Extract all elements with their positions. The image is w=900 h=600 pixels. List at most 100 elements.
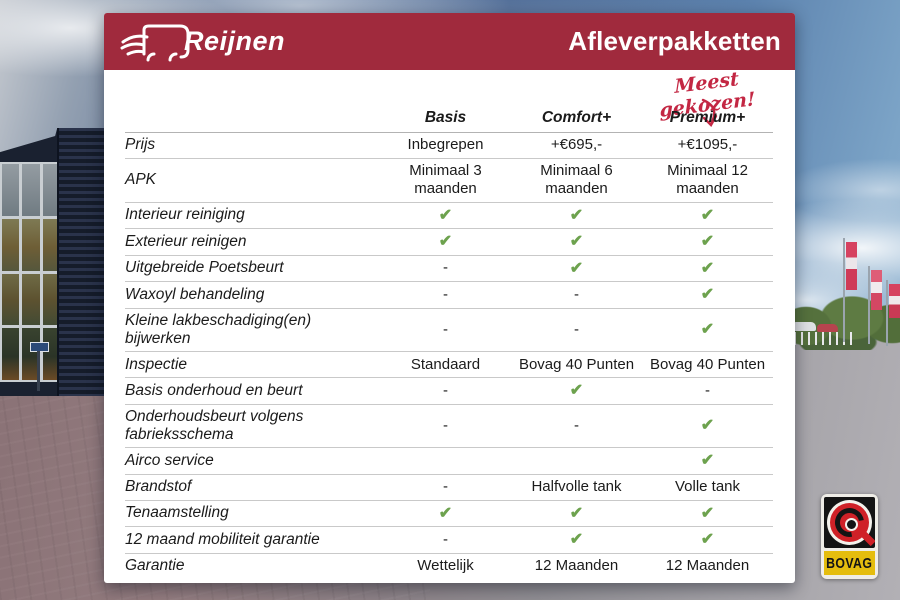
building-corner-cladding (57, 128, 106, 396)
bovag-label: BOVAG (824, 551, 875, 575)
page-title: Afleverpakketten (568, 26, 781, 56)
cell-value: Minimaal 3 maanden (409, 162, 482, 198)
table-row: Garantie Wettelijk 12 Maanden 12 Maanden (125, 554, 773, 579)
flag-pole (886, 280, 888, 346)
cell-value: Volle tank (674, 478, 741, 496)
column-header-basis: Basis (424, 109, 467, 126)
check-icon: ✔ (700, 417, 715, 435)
cell-value: - (443, 285, 448, 303)
check-icon: ✔ (700, 452, 715, 470)
check-icon: ✔ (438, 206, 453, 224)
table-row: Interieur reiniging ✔ ✔ ✔ (125, 203, 773, 230)
check-icon: ✔ (569, 531, 584, 549)
table-row: Onderhoudsbeurt volgens fabrieksschema - -… (125, 405, 773, 449)
white-fence (794, 332, 856, 345)
check-icon: ✔ (569, 206, 584, 224)
row-label: Inspectie (125, 355, 188, 373)
cell-value: Bovag 40 Punten (649, 355, 766, 373)
parked-car (792, 322, 816, 331)
dealership-building (0, 128, 106, 396)
cell-value: Bovag 40 Punten (518, 355, 635, 373)
row-label: 12 maand mobiliteit garantie (125, 530, 320, 548)
check-icon: ✔ (569, 233, 584, 251)
bovag-badge: BOVAG (821, 494, 878, 579)
column-header-comfort: Comfort+ (541, 109, 612, 126)
curved-arrow-down-icon (701, 98, 718, 127)
row-label: Garantie (125, 557, 185, 575)
table-row: 12 maand mobiliteit garantie - ✔ ✔ (125, 527, 773, 554)
car-icon (120, 24, 190, 61)
table-row: APK Minimaal 3 maanden Minimaal 6 maanden M… (125, 159, 773, 203)
check-icon: ✔ (700, 233, 715, 251)
check-icon: ✔ (438, 233, 453, 251)
row-label: Uitgebreide Poetsbeurt (125, 259, 284, 277)
cell-value: - (443, 478, 448, 496)
row-label: Onderhoudsbeurt volgens fabrieksschema (125, 407, 304, 444)
row-label: Exterieur reinigen (125, 232, 247, 250)
column-header-premium: Premium+ (669, 109, 746, 126)
cell-value (380, 458, 511, 464)
check-icon: ✔ (700, 321, 715, 339)
cell-value: - (574, 416, 579, 434)
cell-value: Minimaal 12 maanden (667, 162, 748, 198)
check-icon: ✔ (438, 504, 453, 522)
row-label: Airco service (125, 451, 214, 469)
bovag-logo-icon (824, 497, 875, 548)
cell-value: 12 Maanden (534, 557, 619, 575)
cell-value: Wettelijk (417, 557, 474, 575)
row-label: Waxoyl behandeling (125, 285, 265, 303)
table-row: Waxoyl behandeling - - ✔ (125, 282, 773, 309)
cell-value (511, 458, 642, 464)
cell-value: Minimaal 6 maanden (540, 162, 613, 198)
table-row: Basis onderhoud en beurt - ✔ - (125, 378, 773, 405)
table-row: Brandstof - Halfvolle tank Volle tank (125, 475, 773, 501)
row-label: Tenaamstelling (125, 504, 229, 522)
package-comparison-table: Basis Comfort+ Premium+ Prijs Inbegrepen +… (125, 109, 773, 579)
check-icon: ✔ (700, 206, 715, 224)
table-row: Inspectie Standaard Bovag 40 Punten Bovag 4… (125, 352, 773, 379)
brand-name: Reijnen (184, 26, 286, 56)
check-icon: ✔ (569, 504, 584, 522)
card-header: Reijnen Afleverpakketten (104, 13, 795, 70)
table-row: Kleine lakbeschadiging(en) bijwerken - - ✔ (125, 309, 773, 353)
table-body: Prijs Inbegrepen +€695,- +€1095,- APK Minimaa… (125, 133, 773, 579)
cell-value: Inbegrepen (407, 136, 484, 154)
row-label: Brandstof (125, 478, 192, 496)
cell-value: +€1095,- (677, 136, 738, 154)
row-label: Basis onderhoud en beurt (125, 381, 303, 399)
cell-value: - (443, 259, 448, 277)
banner-flag (846, 242, 857, 290)
banner-flag (871, 270, 882, 310)
row-label: Kleine lakbeschadiging(en) bijwerken (125, 311, 312, 347)
cell-value: 12 Maanden (665, 557, 750, 575)
table-row: Exterieur reinigen ✔ ✔ ✔ (125, 229, 773, 256)
table-row: Prijs Inbegrepen +€695,- +€1095,- (125, 133, 773, 159)
check-icon: ✔ (569, 259, 584, 277)
check-icon: ✔ (700, 286, 715, 304)
row-label: APK (125, 171, 157, 189)
table-row: Airco service ✔ (125, 448, 773, 475)
reijnen-logo: Reijnen (120, 20, 285, 64)
cell-value: - (705, 381, 710, 399)
check-icon: ✔ (700, 531, 715, 549)
parked-car (817, 324, 838, 332)
cell-value: Standaard (410, 355, 481, 373)
cell-value: - (574, 320, 579, 338)
cell-value: +€695,- (550, 136, 603, 154)
flag-pole (843, 238, 845, 342)
table-row: Tenaamstelling ✔ ✔ ✔ (125, 501, 773, 528)
flag-pole (868, 266, 870, 344)
cell-value: - (443, 320, 448, 338)
table-row: Uitgebreide Poetsbeurt - ✔ ✔ (125, 256, 773, 283)
check-icon: ✔ (700, 504, 715, 522)
cell-value: - (574, 285, 579, 303)
cell-value: - (443, 381, 448, 399)
cell-value: - (443, 416, 448, 434)
afleverpakketten-card: Reijnen Afleverpakketten Meest gekozen! … (104, 13, 795, 583)
cell-value: Halfvolle tank (531, 478, 622, 496)
check-icon: ✔ (569, 382, 584, 400)
banner-flag (889, 284, 900, 318)
row-label: Interieur reiniging (125, 206, 245, 224)
table-header-row: Basis Comfort+ Premium+ (125, 109, 773, 133)
